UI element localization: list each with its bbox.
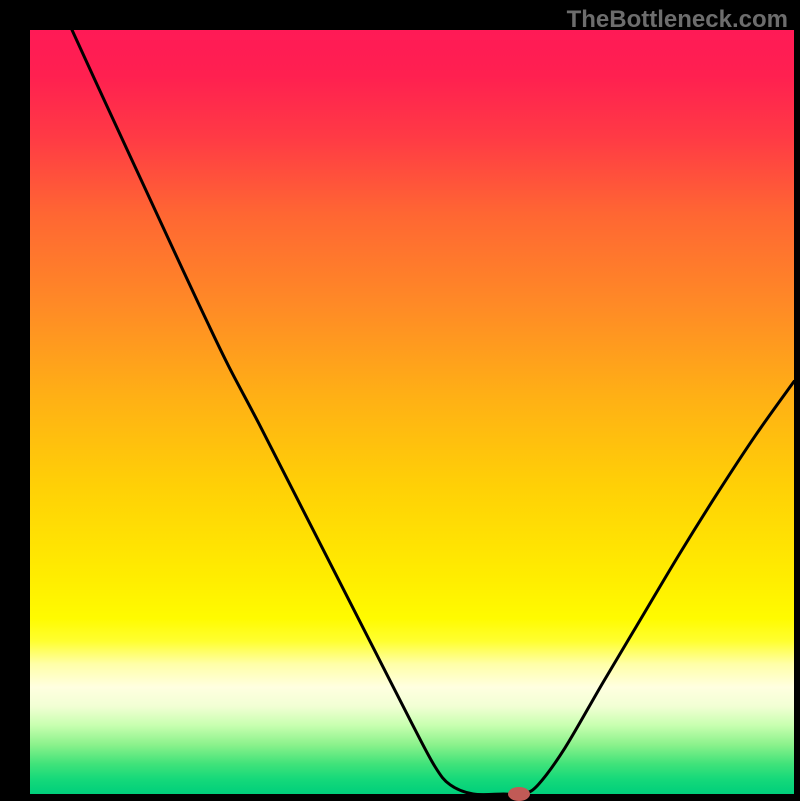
bottleneck-curve — [30, 30, 794, 794]
optimum-marker — [508, 787, 530, 801]
plot-area — [30, 30, 794, 794]
watermark-text: TheBottleneck.com — [567, 6, 788, 34]
